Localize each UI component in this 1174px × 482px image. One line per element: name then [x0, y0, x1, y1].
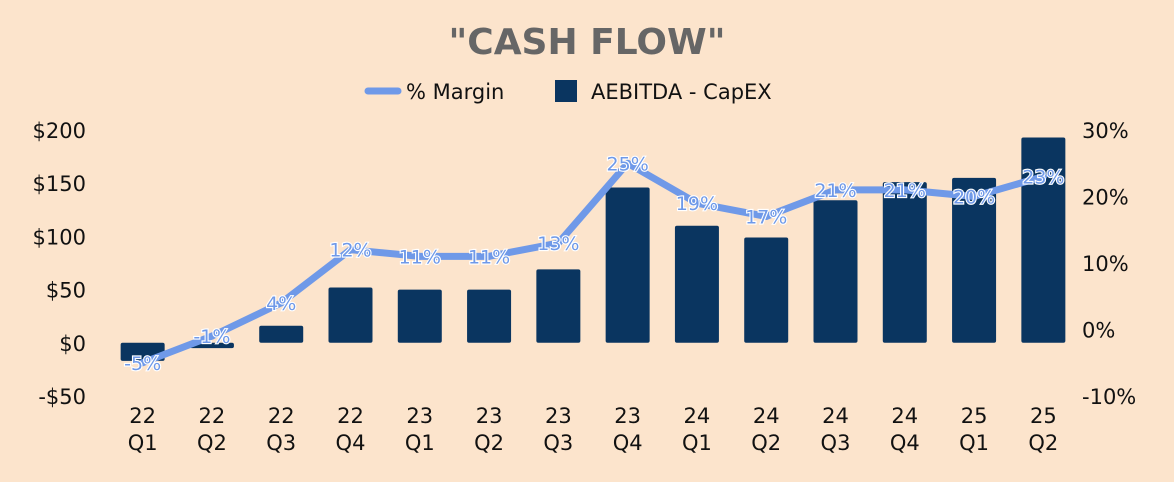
- x-tick-year: 22: [268, 404, 295, 428]
- bar: [259, 325, 304, 343]
- margin-data-label: 23%: [1022, 167, 1064, 189]
- x-tick-year: 22: [129, 404, 156, 428]
- margin-point: [208, 332, 216, 340]
- bar: [952, 177, 997, 343]
- legend-label-aebitda: AEBITDA - CapEX: [591, 80, 772, 104]
- margin-data-label: 20%: [953, 187, 995, 209]
- x-tick-year: 25: [1030, 404, 1057, 428]
- bar: [882, 182, 927, 343]
- legend: % Margin AEBITDA - CapEX: [364, 80, 772, 104]
- x-tick-quarter: Q4: [890, 431, 920, 455]
- margin-point: [901, 186, 909, 194]
- x-tick-quarter: Q3: [266, 431, 296, 455]
- y-left-tick-label: $100: [33, 225, 86, 249]
- x-tick-quarter: Q1: [405, 431, 435, 455]
- margin-point: [1039, 173, 1047, 181]
- y-left-tick-label: $0: [59, 332, 86, 356]
- x-tick-quarter: Q2: [474, 431, 504, 455]
- y-right-tick-label: 10%: [1082, 252, 1129, 276]
- bar: [536, 269, 581, 343]
- y-right-tick-label: 30%: [1082, 119, 1129, 143]
- x-tick-quarter: Q2: [197, 431, 227, 455]
- margin-point: [832, 186, 839, 194]
- margin-data-label: 4%: [266, 293, 296, 315]
- bar-series: [120, 137, 1066, 361]
- margin-data-label: -1%: [193, 326, 230, 348]
- margin-point: [970, 193, 978, 200]
- y-left-tick-label: $50: [46, 279, 86, 303]
- margin-point: [485, 252, 493, 260]
- margin-data-label: 19%: [676, 193, 718, 215]
- x-tick-quarter: Q1: [682, 431, 712, 455]
- margin-line: [139, 159, 1047, 367]
- bar: [744, 237, 789, 343]
- legend-item-margin: % Margin: [364, 80, 504, 104]
- legend-item-aebitda: AEBITDA - CapEX: [555, 80, 772, 104]
- margin-point: [139, 359, 147, 367]
- legend-square-swatch: [555, 80, 577, 102]
- y-right-tick-label: 0%: [1082, 319, 1115, 343]
- y-right-tick-label: 20%: [1082, 186, 1129, 210]
- margin-point: [624, 159, 632, 167]
- bar: [813, 200, 858, 343]
- margin-point: [693, 199, 701, 207]
- x-tick-year: 23: [614, 404, 641, 428]
- y-left-tick-label: $200: [33, 119, 86, 143]
- x-tick-year: 23: [406, 404, 433, 428]
- y-right-tick-label: -10%: [1082, 385, 1136, 409]
- y-left-tick-label: $150: [33, 172, 86, 196]
- margin-data-labels: -5% -1% 4% 12% 11% 11% 13% 25% 19% 17% 21% 21% 20% 23…: [123, 152, 1066, 376]
- x-tick-quarter: Q2: [1028, 431, 1058, 455]
- bar: [467, 289, 512, 343]
- chart-title: "CASH FLOW": [449, 22, 726, 63]
- x-tick-year: 22: [199, 404, 226, 428]
- bar: [1021, 137, 1066, 343]
- x-tick-quarter: Q4: [613, 431, 643, 455]
- x-tick-year: 24: [684, 404, 711, 428]
- bar: [674, 225, 719, 343]
- x-tick-year: 23: [476, 404, 503, 428]
- bar: [328, 287, 373, 343]
- margin-data-label: 21%: [884, 180, 926, 202]
- y-left-tick-label: -$50: [38, 385, 86, 409]
- margin-line-series: [139, 159, 1047, 367]
- margin-data-label: 21%: [814, 180, 856, 202]
- margin-data-label: -5%: [124, 353, 161, 375]
- margin-data-label: 11%: [399, 246, 441, 268]
- legend-label-margin: % Margin: [406, 80, 504, 104]
- margin-point: [416, 252, 424, 260]
- left-axis: -$50 $0 $50 $100 $150 $200: [33, 119, 86, 409]
- x-tick-year: 24: [891, 404, 918, 428]
- margin-point: [277, 299, 285, 307]
- x-tick-year: 24: [753, 404, 780, 428]
- x-tick-quarter: Q1: [128, 431, 158, 455]
- margin-data-label: 12%: [329, 240, 371, 262]
- x-tick-quarter: Q3: [821, 431, 851, 455]
- x-tick-year: 22: [337, 404, 364, 428]
- x-axis: 22 Q1 22 Q2 22 Q3 22 Q4 23 Q1 23 Q2 23 Q3 23 Q4 24 Q1 24 Q2…: [128, 404, 1059, 455]
- x-tick-year: 23: [545, 404, 572, 428]
- bar: [397, 289, 442, 343]
- bar: [605, 187, 650, 343]
- x-tick-quarter: Q1: [959, 431, 989, 455]
- x-tick-quarter: Q4: [336, 431, 366, 455]
- margin-data-label: 11%: [468, 246, 510, 268]
- x-tick-year: 25: [961, 404, 988, 428]
- right-axis: -10% 0% 10% 20% 30%: [1082, 119, 1136, 409]
- margin-data-label: 17%: [745, 206, 787, 228]
- x-tick-quarter: Q3: [543, 431, 573, 455]
- margin-point: [347, 246, 354, 254]
- margin-point: [554, 239, 562, 247]
- margin-point: [762, 212, 770, 220]
- margin-data-label: 13%: [537, 233, 579, 255]
- margin-data-label: 25%: [607, 153, 649, 175]
- x-tick-quarter: Q2: [751, 431, 781, 455]
- bar: [189, 342, 234, 349]
- x-tick-year: 24: [822, 404, 849, 428]
